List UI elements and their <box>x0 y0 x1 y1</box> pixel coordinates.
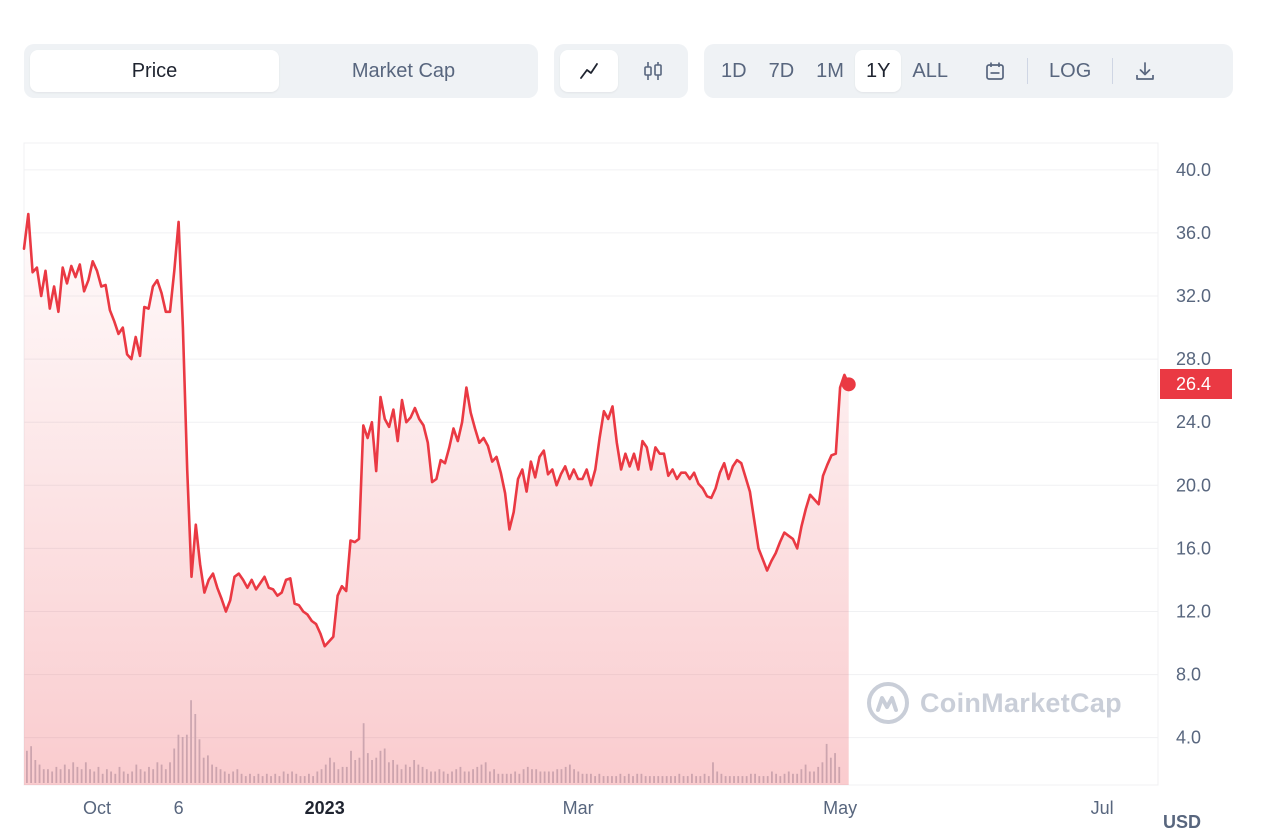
metric-toggle: Price Market Cap <box>24 44 538 98</box>
price-line-path <box>22 212 850 648</box>
range-1m-button[interactable]: 1M <box>816 59 844 82</box>
watermark: CoinMarketCap <box>866 681 1122 725</box>
tab-price[interactable]: Price <box>30 50 279 92</box>
y-tick-label: 20.0 <box>1176 475 1211 495</box>
x-axis: Oct 6 2023 Mar May Jul <box>83 798 1114 818</box>
y-tick-label: 40.0 <box>1176 160 1211 180</box>
y-tick-label: 32.0 <box>1176 286 1211 306</box>
price-line <box>22 212 856 648</box>
toolbar-divider <box>1027 58 1029 84</box>
chart-type-toggle <box>554 44 688 98</box>
x-tick-label: May <box>823 798 857 818</box>
range-7d-button[interactable]: 7D <box>768 59 795 82</box>
current-price-dot <box>841 377 856 392</box>
calendar-button[interactable] <box>973 50 1017 92</box>
x-tick-label: Jul <box>1091 798 1114 818</box>
range-1d-button[interactable]: 1D <box>721 59 747 82</box>
y-tick-label: 36.0 <box>1176 223 1211 243</box>
y-tick-label: 24.0 <box>1176 412 1211 432</box>
price-area-fill <box>24 214 849 785</box>
y-tick-label: 12.0 <box>1176 601 1211 621</box>
price-area <box>24 214 849 785</box>
x-tick-label: 2023 <box>305 798 345 818</box>
log-scale-button[interactable]: LOG <box>1049 59 1092 82</box>
line-chart-icon <box>580 63 598 79</box>
candlestick-icon <box>644 62 662 80</box>
tab-market-cap[interactable]: Market Cap <box>351 59 456 82</box>
x-tick-label: Oct <box>83 798 111 818</box>
x-tick-label: 6 <box>174 798 184 818</box>
y-tick-label: 4.0 <box>1176 728 1201 748</box>
currency-label: USD <box>1163 812 1202 832</box>
y-tick-label: 16.0 <box>1176 538 1211 558</box>
y-axis: 40.0 36.0 32.0 28.0 24.0 20.0 16.0 12.0 8.0 4.0 <box>1176 160 1211 748</box>
y-tick-label: 8.0 <box>1176 665 1201 685</box>
current-price-tag: 26.4 <box>1160 369 1232 399</box>
download-button[interactable] <box>1123 50 1167 92</box>
range-toggle: 1D 7D 1M 1Y ALL LOG <box>704 44 1233 98</box>
range-1y-button[interactable]: 1Y <box>854 50 902 92</box>
calendar-icon <box>986 62 1004 80</box>
x-tick-label: Mar <box>563 798 594 818</box>
toolbar-divider <box>1112 58 1114 84</box>
watermark-text: CoinMarketCap <box>920 687 1122 718</box>
range-all-button[interactable]: ALL <box>912 59 949 82</box>
coinmarketcap-logo-icon <box>867 682 909 724</box>
line-chart-button[interactable] <box>560 50 618 92</box>
download-icon <box>1136 62 1155 80</box>
candlestick-button[interactable] <box>624 50 682 92</box>
y-tick-label: 28.0 <box>1176 349 1211 369</box>
